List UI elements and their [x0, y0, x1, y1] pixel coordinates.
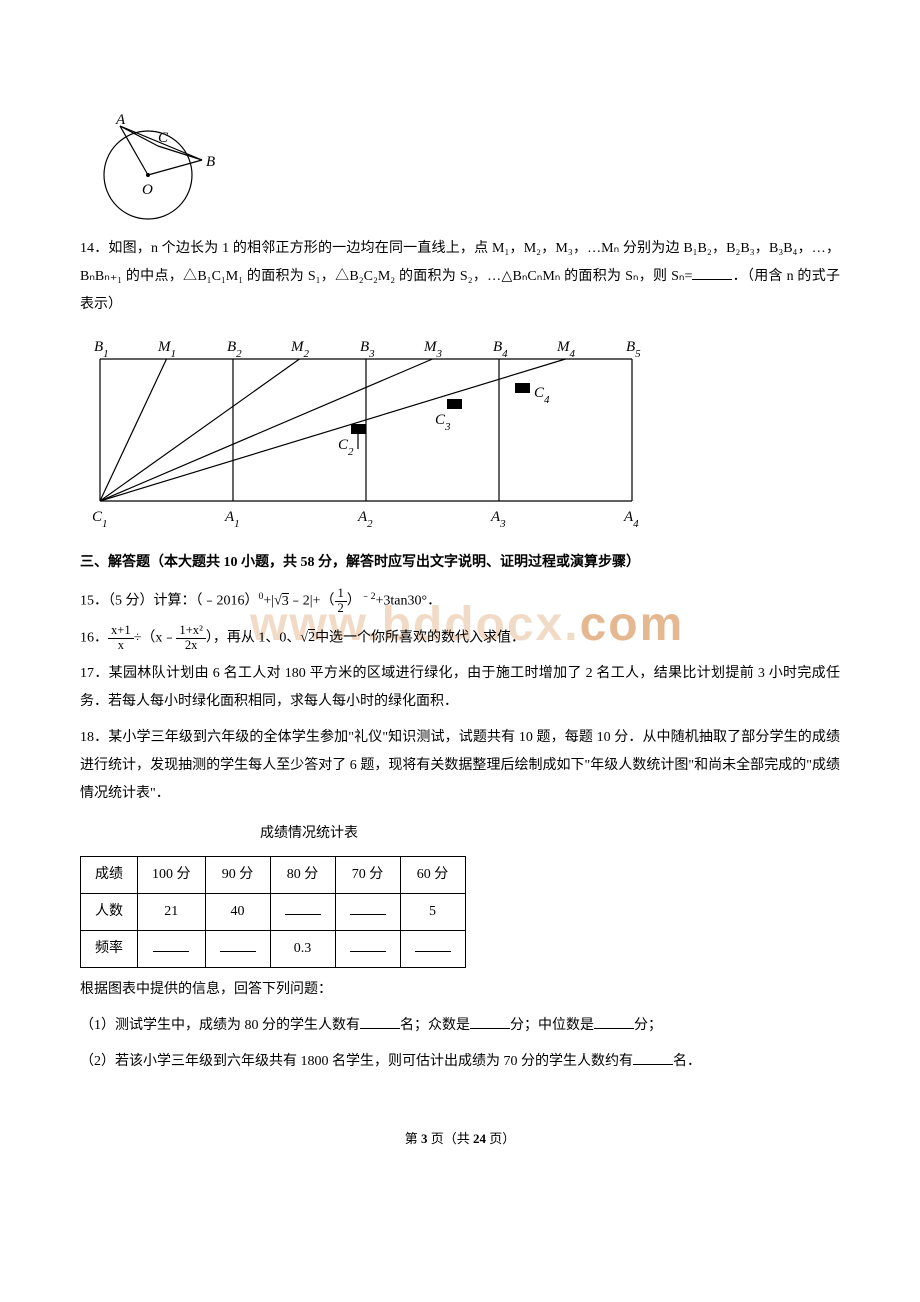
p16-suffix: 中选一个你所喜欢的数代入求值．	[315, 630, 525, 645]
frac-den: 2x	[176, 639, 205, 653]
frac-num: 1+x²	[176, 624, 205, 639]
fraction-1: x+1x	[108, 624, 134, 653]
svg-text:A: A	[115, 112, 126, 128]
svg-text:M2: M2	[290, 339, 310, 360]
fraction-2: 1+x²2x	[176, 624, 205, 653]
circle-svg: A B C O	[80, 110, 220, 225]
triangles-figure: B1 M1 B2 M2 B3 M3 B4 M4 B5 C1 A1 A2 A3 A…	[80, 329, 840, 529]
svg-text:B1: B1	[94, 339, 109, 360]
q1-part: （1）测试学生中，成绩为 80 分的学生人数有	[80, 1018, 360, 1033]
row-label: 频率	[81, 931, 138, 968]
problem-18-q1: （1）测试学生中，成绩为 80 分的学生人数有 名；众数是 分；中位数是 分；	[80, 1012, 840, 1040]
svg-text:B5: B5	[626, 339, 641, 360]
col-header: 90 分	[205, 857, 270, 894]
svg-text:B: B	[206, 154, 215, 170]
table-caption: 成绩情况统计表	[260, 820, 840, 848]
footer-mid: 页（共	[427, 1131, 473, 1146]
frac-den: x	[108, 639, 134, 653]
p16-mid2: ），再从 1、0、	[206, 630, 301, 645]
footer-prefix: 第	[405, 1131, 421, 1146]
svg-text:M4: M4	[556, 339, 576, 360]
frac-num: 1	[335, 587, 347, 602]
p15-sup2: ﹣2	[361, 591, 376, 602]
svg-text:C: C	[158, 130, 169, 146]
table-row-people: 人数 21 40 5	[81, 894, 466, 931]
cell: 40	[205, 894, 270, 931]
triangles-svg: B1 M1 B2 M2 B3 M3 B4 M4 B5 C1 A1 A2 A3 A…	[80, 329, 650, 529]
svg-text:C1: C1	[92, 509, 108, 529]
q2-part: （2）若该小学三年级到六年级共有 1800 名学生，则可估计出成绩为 70 分的…	[80, 1054, 633, 1069]
circle-figure: A B C O	[80, 110, 840, 225]
footer-suffix: 页）	[486, 1131, 515, 1146]
problem-16: 16．x+1x÷（x﹣1+x²2x），再从 1、0、√2中选一个你所喜欢的数代入…	[80, 624, 840, 653]
svg-text:A2: A2	[357, 509, 373, 529]
p15-prefix: 15．（5 分）计算：（﹣2016）	[80, 594, 259, 609]
footer-total: 24	[473, 1131, 486, 1146]
table-row-freq: 频率 0.3	[81, 931, 466, 968]
sqrt-icon: √	[300, 630, 308, 645]
svg-text:C4: C4	[534, 385, 550, 406]
blank-field	[633, 1051, 673, 1065]
svg-text:A1: A1	[224, 509, 240, 529]
cell: 21	[138, 894, 206, 931]
p15-mid4: +3tan30°．	[376, 594, 442, 609]
problem-18-q2: （2）若该小学三年级到六年级共有 1800 名学生，则可估计出成绩为 70 分的…	[80, 1048, 840, 1076]
problem-18-after-table: 根据图表中提供的信息，回答下列问题：	[80, 976, 840, 1004]
p15-mid2: ﹣2|+（	[289, 594, 335, 609]
col-header: 70 分	[335, 857, 400, 894]
svg-text:M3: M3	[423, 339, 443, 360]
col-header: 成绩	[81, 857, 138, 894]
p16-mid1: ÷（x﹣	[134, 630, 177, 645]
frac-num: x+1	[108, 624, 134, 639]
blank-field	[692, 266, 732, 280]
cell-blank	[270, 894, 335, 931]
blank-field	[360, 1015, 400, 1029]
col-header: 100 分	[138, 857, 206, 894]
cell: 5	[400, 894, 465, 931]
cell-blank	[335, 894, 400, 931]
q1-part: 名；众数是	[400, 1018, 470, 1033]
row-label: 人数	[81, 894, 138, 931]
svg-text:B2: B2	[227, 339, 242, 360]
svg-text:M1: M1	[157, 339, 176, 360]
cell: 0.3	[270, 931, 335, 968]
fraction-half: 12	[335, 587, 347, 616]
p16-sqrt1: 2	[308, 629, 315, 645]
section-3-header: 三、解答题（本大题共 10 小题，共 58 分，解答时应写出文字说明、证明过程或…	[80, 549, 840, 577]
q2-part: 名．	[673, 1054, 701, 1069]
col-header: 60 分	[400, 857, 465, 894]
p15-sqrt1: 3	[282, 593, 289, 609]
problem-14: 14．如图，n 个边长为 1 的相邻正方形的一边均在同一直线上，点 M₁，M₂，…	[80, 235, 840, 319]
table-row-header: 成绩 100 分 90 分 80 分 70 分 60 分	[81, 857, 466, 894]
svg-text:C3: C3	[435, 412, 451, 433]
svg-text:O: O	[142, 182, 153, 198]
p16-prefix: 16．	[80, 630, 108, 645]
svg-text:A3: A3	[490, 509, 506, 529]
frac-den: 2	[335, 602, 347, 616]
cell-blank	[138, 931, 206, 968]
stats-table: 成绩 100 分 90 分 80 分 70 分 60 分 人数 21 40 5 …	[80, 856, 466, 968]
problem-18-intro: 18．某小学三年级到六年级的全体学生参加"礼仪"知识测试，试题共有 10 题，每…	[80, 724, 840, 808]
blank-field	[594, 1015, 634, 1029]
cell-blank	[400, 931, 465, 968]
cell-blank	[335, 931, 400, 968]
problem-15: 15．（5 分）计算：（﹣2016）0+|√3﹣2|+（12）﹣2+3tan30…	[80, 587, 840, 616]
problem-17: 17．某园林队计划由 6 名工人对 180 平方米的区域进行绿化，由于施工时增加…	[80, 660, 840, 716]
sqrt-icon: √	[274, 594, 282, 609]
q1-part: 分；	[634, 1018, 662, 1033]
q1-part: 分；中位数是	[510, 1018, 594, 1033]
cell-blank	[205, 931, 270, 968]
svg-text:B3: B3	[360, 339, 375, 360]
svg-text:B4: B4	[493, 339, 508, 360]
blank-field	[470, 1015, 510, 1029]
p15-mid1: +|	[263, 594, 274, 609]
svg-text:C2: C2	[338, 437, 354, 458]
p15-mid3: ）	[347, 594, 361, 609]
page-footer: 第 3 页（共 24 页）	[80, 1126, 840, 1152]
col-header: 80 分	[270, 857, 335, 894]
svg-text:A4: A4	[623, 509, 639, 529]
